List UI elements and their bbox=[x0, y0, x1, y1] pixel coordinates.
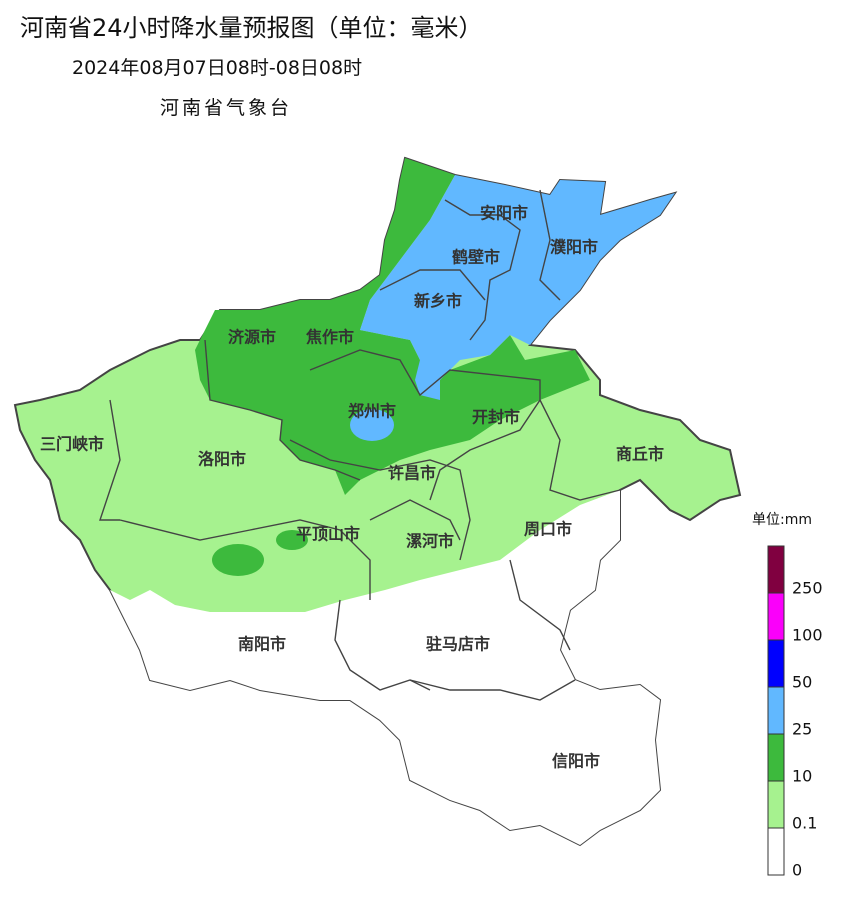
city-label: 安阳市 bbox=[480, 204, 528, 223]
city-border bbox=[289, 439, 471, 561]
city-border bbox=[204, 339, 361, 481]
title: 河南省24小时降水量预报图（单位：毫米） bbox=[20, 14, 483, 42]
legend-swatch bbox=[767, 686, 785, 735]
legend: 单位:mm 0 0.1 10 25 50 100 250 bbox=[752, 512, 823, 880]
city-border bbox=[369, 499, 461, 541]
city-border bbox=[309, 349, 541, 501]
city-label: 洛阳市 bbox=[198, 450, 246, 469]
agency: 河南省气象台 bbox=[160, 97, 292, 119]
city-border bbox=[444, 199, 521, 341]
legend-tick-label: 100 bbox=[792, 626, 823, 645]
city-border bbox=[119, 519, 371, 600]
legend-tick-label: 25 bbox=[792, 720, 812, 739]
legend-tick-label: 250 bbox=[792, 579, 823, 598]
legend-swatch bbox=[767, 592, 785, 641]
legend-swatch bbox=[767, 827, 785, 876]
city-label: 平顶山市 bbox=[296, 525, 360, 544]
legend-tick-label: 0 bbox=[792, 861, 802, 880]
green-spot bbox=[212, 544, 264, 576]
city-border bbox=[99, 399, 121, 521]
legend-tick-label: 50 bbox=[792, 673, 812, 692]
city-label: 商丘市 bbox=[616, 445, 664, 464]
legend-title: 单位:mm bbox=[752, 512, 812, 528]
city-label: 新乡市 bbox=[414, 292, 462, 311]
city-border bbox=[509, 559, 571, 651]
city-label: 濮阳市 bbox=[550, 238, 598, 257]
city-labels: 安阳市 濮阳市 鹤壁市 新乡市 济源市 焦作市 郑州市 开封市 三门峡市 洛阳市… bbox=[40, 204, 664, 771]
city-border bbox=[334, 599, 431, 691]
province-map bbox=[13, 156, 742, 847]
city-border bbox=[539, 399, 621, 501]
blue-spot bbox=[350, 409, 394, 441]
legend-swatch bbox=[767, 639, 785, 688]
city-label: 信阳市 bbox=[552, 752, 600, 771]
city-label: 周口市 bbox=[524, 520, 572, 539]
city-label: 驻马店市 bbox=[426, 635, 490, 654]
city-label: 三门峡市 bbox=[40, 435, 104, 454]
green-spot bbox=[276, 530, 308, 550]
city-label: 许昌市 bbox=[388, 464, 436, 483]
no-rain-area bbox=[110, 490, 660, 845]
city-label: 济源市 bbox=[228, 328, 276, 347]
city-label: 开封市 bbox=[472, 408, 520, 427]
blue-area bbox=[360, 175, 675, 400]
city-label: 鹤壁市 bbox=[452, 248, 500, 267]
city-border bbox=[409, 679, 576, 701]
city-label: 漯河市 bbox=[406, 532, 454, 551]
city-border bbox=[379, 269, 486, 301]
legend-swatch bbox=[767, 780, 785, 829]
city-label: 焦作市 bbox=[305, 328, 354, 347]
green-area bbox=[195, 158, 590, 495]
legend-swatch bbox=[767, 733, 785, 782]
city-label: 郑州市 bbox=[348, 402, 396, 421]
subtitle: 2024年08月07日08时-08日08时 bbox=[72, 57, 362, 79]
legend-swatch bbox=[767, 545, 785, 594]
legend-tick-label: 0.1 bbox=[792, 814, 817, 833]
city-label: 南阳市 bbox=[238, 635, 286, 654]
legend-tick-label: 10 bbox=[792, 767, 812, 786]
city-border bbox=[539, 189, 561, 301]
